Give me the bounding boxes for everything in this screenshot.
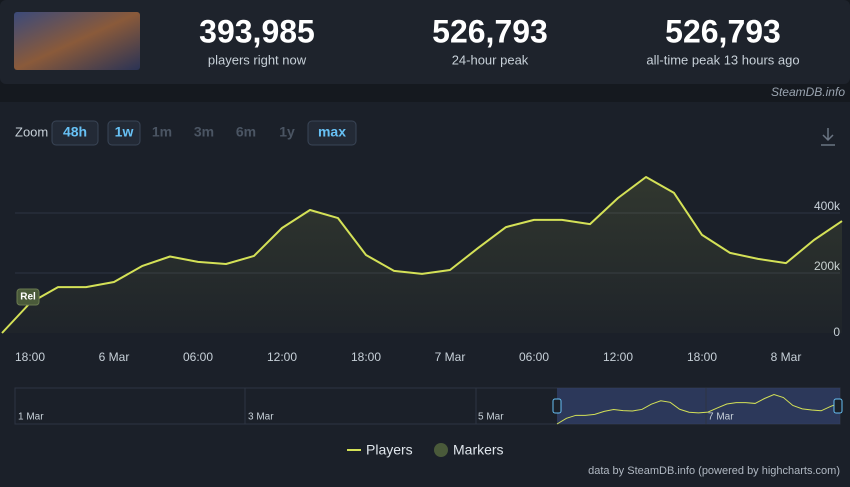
x-tick-label: 6 Mar: [99, 350, 130, 364]
x-tick-label: 06:00: [183, 350, 213, 364]
zoom-button[interactable]: [107, 120, 141, 146]
navigator-selection[interactable]: [557, 388, 840, 424]
zoom-button-label[interactable]: 48h: [63, 124, 87, 140]
navigator-label: 3 Mar: [248, 412, 274, 423]
navigator-handle[interactable]: [552, 398, 562, 414]
zoom-button-label: 1y: [279, 124, 295, 140]
zoom-button-label: 6m: [236, 124, 256, 140]
legend-label[interactable]: Markers: [453, 442, 504, 458]
area: [2, 177, 842, 333]
stat-value: 526,793: [432, 13, 548, 49]
x-tick-label: 12:00: [267, 350, 297, 364]
zoom-button[interactable]: [307, 120, 357, 146]
zoom-button-label[interactable]: max: [318, 124, 346, 140]
navigator-line: [556, 394, 841, 425]
zoom-button-label: 3m: [194, 124, 214, 140]
legend-label[interactable]: Players: [366, 442, 413, 458]
navigator-label: 5 Mar: [478, 412, 504, 423]
navigator-label: 7 Mar: [708, 412, 734, 423]
x-tick-label: 8 Mar: [771, 350, 802, 364]
zoom-button[interactable]: [51, 120, 99, 146]
source-label: SteamDB.info: [771, 85, 845, 99]
marker-label: Rel: [20, 292, 36, 303]
line: [1, 176, 843, 334]
y-tick-label: 400k: [814, 199, 841, 213]
stat-label: players right now: [208, 52, 307, 67]
zoom-label: Zoom: [15, 124, 48, 139]
x-tick-label: 12:00: [603, 350, 633, 364]
x-tick-label: 18:00: [15, 350, 45, 364]
x-tick-label: 18:00: [687, 350, 717, 364]
navigator-handle[interactable]: [833, 398, 843, 414]
legend-swatch: [434, 443, 448, 457]
chart: 393,985 players right now 526,793 24-hour p…: [1, 13, 845, 477]
x-tick-label: 06:00: [519, 350, 549, 364]
stats-panel: [0, 0, 850, 84]
game-image: [14, 12, 140, 70]
stat-value: 393,985: [199, 13, 315, 49]
stat-label: 24-hour peak: [452, 52, 529, 67]
credit: data by SteamDB.info (powered by highcha…: [588, 465, 840, 477]
marker-flag: [16, 288, 40, 306]
zoom-button-label: 1m: [152, 124, 172, 140]
x-tick-label: 7 Mar: [435, 350, 466, 364]
download-icon[interactable]: [821, 128, 835, 146]
navigator-label: 1 Mar: [18, 412, 44, 423]
x-tick-label: 18:00: [351, 350, 381, 364]
stat-label: all-time peak 13 hours ago: [646, 52, 799, 67]
stat-value: 526,793: [665, 13, 781, 49]
zoom-button-label[interactable]: 1w: [115, 124, 134, 140]
